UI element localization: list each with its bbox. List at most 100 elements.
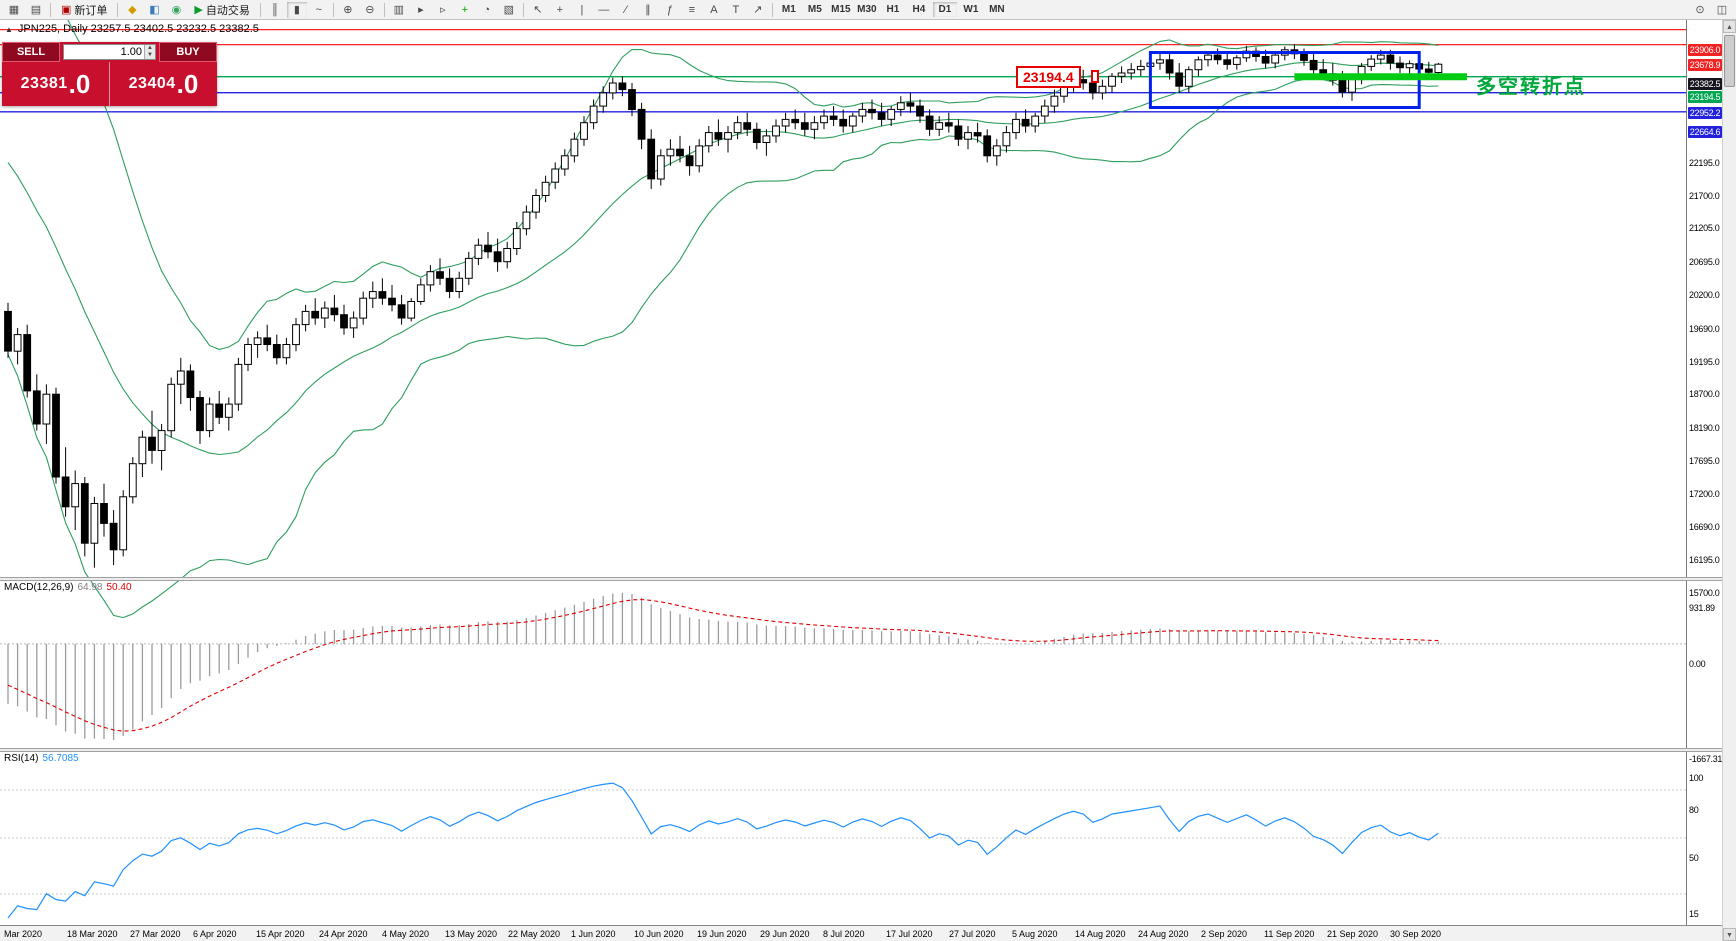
- rsi-scale-label: 100: [1689, 773, 1704, 783]
- date-label: 14 Aug 2020: [1075, 929, 1126, 939]
- turning-point-label[interactable]: 多空转折点: [1476, 76, 1586, 98]
- tf-h4-button[interactable]: H4: [906, 1, 932, 18]
- trendline-button[interactable]: ∕: [615, 1, 637, 19]
- metaeditor-icon: ◆: [128, 4, 137, 16]
- new-order-button[interactable]: ▣ 新订单: [54, 1, 114, 19]
- volume-stepper: ▲ ▼: [63, 44, 156, 60]
- trendline-icon: ∕: [624, 3, 627, 16]
- tf-w1-button[interactable]: W1: [958, 1, 984, 18]
- bar-chart-mode-button[interactable]: ║: [264, 1, 286, 19]
- candlestick-mode-button[interactable]: ▮: [286, 1, 308, 19]
- indicators-button[interactable]: +: [454, 1, 476, 19]
- zoom-in-button[interactable]: ⊕: [337, 1, 359, 19]
- text-button[interactable]: A: [703, 1, 725, 19]
- panel-splitter-macd[interactable]: [0, 577, 1736, 581]
- fibonacci-retracement-button[interactable]: ƒ: [659, 1, 681, 19]
- shapes-button[interactable]: ≡: [681, 1, 703, 19]
- chart-shift-icon: ▹: [440, 4, 446, 16]
- price-tick-label: 19690.0: [1689, 324, 1720, 334]
- date-label: 24 Aug 2020: [1138, 929, 1189, 939]
- date-label: Mar 2020: [4, 929, 43, 939]
- buy-price[interactable]: 23404 .0: [109, 62, 217, 106]
- sell-price-main: 23381: [20, 75, 68, 92]
- autotrading-icon: ▶: [194, 4, 203, 16]
- scroll-up-icon[interactable]: ▲: [1723, 20, 1736, 33]
- sell-button[interactable]: SELL: [2, 42, 60, 62]
- data-window-icon: ◫: [1716, 4, 1728, 16]
- date-label: 5 Aug 2020: [1012, 929, 1058, 939]
- market-watch-button[interactable]: ◧: [143, 1, 165, 19]
- toolbar-separator: [50, 2, 51, 17]
- equidistant-channel-button[interactable]: ∥: [637, 1, 659, 19]
- tf-m1-button[interactable]: M1: [776, 1, 802, 18]
- search-icon: ⊙: [1695, 4, 1705, 16]
- panel-splitter-rsi[interactable]: [0, 748, 1736, 752]
- tf-h1-button[interactable]: H1: [880, 1, 906, 18]
- market-watch-icon: ◧: [149, 4, 160, 16]
- scroll-down-icon[interactable]: ▼: [1723, 928, 1736, 941]
- zoom-out-icon: ⊖: [365, 4, 375, 16]
- chart-shift-button[interactable]: ▹: [432, 1, 454, 19]
- text-label-icon: T: [732, 3, 740, 16]
- volume-down-icon[interactable]: ▼: [144, 52, 155, 59]
- text-icon: A: [710, 3, 718, 16]
- tag-marker-icon: [1091, 70, 1099, 83]
- price-axis[interactable]: 22195.0 21700.0 21205.0 20695.0 20200.0 19690…: [1686, 20, 1722, 939]
- tile-windows-button[interactable]: ▥: [388, 1, 410, 19]
- line-chart-mode-button[interactable]: ~: [308, 1, 330, 19]
- templates-button[interactable]: ▧: [498, 1, 520, 19]
- volume-input[interactable]: [64, 46, 144, 58]
- buy-price-main: 23404: [128, 75, 176, 92]
- zoom-in-icon: ⊕: [343, 4, 353, 16]
- macd-value-main: 64.98: [77, 582, 103, 593]
- price-tick-label: 21205.0: [1689, 223, 1720, 233]
- zoom-out-button[interactable]: ⊖: [359, 1, 381, 19]
- date-label: 29 Jun 2020: [760, 929, 810, 939]
- tf-m5-button[interactable]: M5: [802, 1, 828, 18]
- vertical-scrollbar[interactable]: ▲ ▼: [1722, 20, 1736, 941]
- rsi-indicator-label: RSI(14) 56.7085: [4, 753, 79, 764]
- date-label: 8 Jul 2020: [823, 929, 865, 939]
- volume-up-icon[interactable]: ▲: [144, 45, 155, 52]
- buy-button[interactable]: BUY: [159, 42, 217, 62]
- navigator-button[interactable]: ◉: [165, 1, 187, 19]
- toolbar-separator: [522, 2, 524, 17]
- price-chip-label: 22952.2: [1688, 107, 1722, 119]
- sell-price[interactable]: 23381 .0: [2, 62, 109, 106]
- toolbar-separator: [383, 2, 385, 17]
- horizontal-line-button[interactable]: ―: [593, 1, 615, 19]
- oneclick-collapse-icon[interactable]: ▲: [5, 24, 13, 34]
- bar-chart-mode-icon: ║: [270, 3, 279, 16]
- price-tick-label: 16690.0: [1689, 522, 1720, 532]
- new-chart-icon: ▦: [8, 4, 20, 16]
- autotrading-button[interactable]: ▶ 自动交易: [187, 1, 256, 19]
- vertical-line-button[interactable]: |: [571, 1, 593, 19]
- data-window-button[interactable]: ◫: [1711, 1, 1733, 19]
- price-annotation-tag[interactable]: 23194.4: [1016, 66, 1081, 88]
- toolbar-separator: [259, 2, 261, 17]
- arrows-button[interactable]: ↗: [747, 1, 769, 19]
- tf-m30-button[interactable]: M30: [854, 1, 880, 18]
- autotrading-label: 自动交易: [205, 4, 250, 17]
- tf-mn-button[interactable]: MN: [984, 1, 1010, 18]
- price-tick-label: 20200.0: [1689, 290, 1720, 300]
- new-chart-button[interactable]: ▦: [3, 1, 25, 19]
- price-tick-label: 20695.0: [1689, 257, 1720, 267]
- date-label: 27 Mar 2020: [130, 929, 181, 939]
- search-button[interactable]: ⊙: [1689, 1, 1711, 19]
- tf-m15-button[interactable]: M15: [828, 1, 854, 18]
- text-label-button[interactable]: T: [725, 1, 747, 19]
- tf-d1-button[interactable]: D1: [932, 1, 958, 18]
- cursor-button[interactable]: ↖: [527, 1, 549, 19]
- horizontal-line-icon: ―: [598, 3, 610, 16]
- auto-scroll-button[interactable]: ▸: [410, 1, 432, 19]
- periods-button[interactable]: ◔: [476, 1, 498, 19]
- scrollbar-thumb[interactable]: [1724, 35, 1735, 87]
- candlestick-mode-icon: ▮: [293, 4, 300, 16]
- time-axis[interactable]: Mar 2020 18 Mar 2020 27 Mar 2020 6 Apr 2020…: [0, 925, 1722, 941]
- chart-profiles-button[interactable]: ▤: [25, 1, 47, 19]
- metaeditor-button[interactable]: ◆: [121, 1, 143, 19]
- crosshair-button[interactable]: +: [549, 1, 571, 19]
- price-tick-label: 16195.0: [1689, 555, 1720, 565]
